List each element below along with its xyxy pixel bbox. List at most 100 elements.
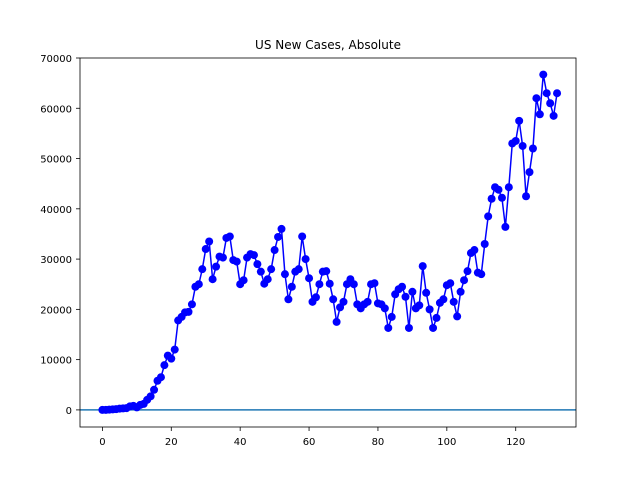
y-tick-label: 70000 [40,54,72,65]
data-point [408,287,417,296]
data-point [184,307,193,316]
data-point [515,116,524,125]
y-axis: 0 10000 20000 30000 40000 50000 60000 70000 [40,54,80,417]
data-point [256,267,265,276]
data-point [384,323,393,332]
data-point [298,232,307,241]
data-point [280,270,289,279]
data-point [363,297,372,306]
y-tick-label: 30000 [40,255,72,266]
x-tick-label: 120 [506,437,525,448]
data-point [425,305,434,314]
data-point [329,295,338,304]
data-point [167,354,176,363]
data-point [294,265,303,274]
data-point [446,279,455,288]
x-axis: 0 20 40 60 80 100 120 [99,427,525,448]
x-tick-label: 80 [372,437,385,448]
data-point [370,279,379,288]
data-point [187,300,196,309]
data-point [194,280,203,289]
data-point [456,287,465,296]
data-point [263,275,272,284]
data-point [470,246,479,255]
data-point [518,141,527,150]
data-point [150,385,159,394]
data-point [535,110,544,119]
data-point [225,232,234,241]
data-point [484,212,493,221]
series-points [98,70,562,414]
data-point [528,144,537,153]
data-point [201,245,210,254]
data-point [546,99,555,108]
y-tick-label: 50000 [40,155,72,166]
x-tick-label: 40 [234,437,247,448]
data-point [232,257,241,266]
data-point [311,293,320,302]
data-point [504,183,513,192]
data-point [339,297,348,306]
x-tick-label: 100 [437,437,456,448]
data-point [497,193,506,202]
data-point [277,224,286,233]
data-point [429,323,438,332]
data-point [398,282,407,291]
data-point [322,267,331,276]
y-tick-label: 40000 [40,205,72,216]
data-point [460,276,469,285]
data-point [404,323,413,332]
data-point [305,274,314,283]
data-point [380,304,389,313]
data-point [284,295,293,304]
data-point [332,317,341,326]
data-point [553,89,562,98]
data-point [487,194,496,203]
y-tick-label: 0 [66,406,72,417]
data-point [418,262,427,271]
x-tick-label: 0 [99,437,105,448]
data-point [539,70,548,79]
data-point [463,267,472,276]
data-point [480,240,489,249]
data-point [156,373,165,382]
data-point [453,312,462,321]
x-tick-label: 60 [303,437,316,448]
y-tick-label: 10000 [40,356,72,367]
data-point [449,297,458,306]
data-point [349,280,358,289]
data-point [415,301,424,310]
data-point [477,270,486,279]
data-point [253,260,262,269]
x-tick-label: 20 [165,437,178,448]
data-point [325,279,334,288]
data-point [287,282,296,291]
data-point [525,168,534,177]
data-point [532,94,541,103]
data-point [205,237,214,246]
data-point [422,288,431,297]
data-point [160,361,169,370]
data-point [198,265,207,274]
data-point [212,262,221,271]
data-point [146,392,155,401]
chart-title: US New Cases, Absolute [255,38,401,52]
data-point [249,251,258,260]
data-point [432,313,441,322]
data-point [170,345,179,354]
data-point [542,89,551,98]
data-point [218,253,227,262]
data-point [315,280,324,289]
plot-frame [79,57,577,428]
data-point [401,292,410,301]
data-point [549,111,558,120]
data-point [301,255,310,264]
data-point [239,276,248,285]
data-point [501,222,510,231]
data-point [274,232,283,241]
data-point [387,312,396,321]
data-point [439,295,448,304]
data-point [522,192,531,201]
data-point [270,246,279,255]
